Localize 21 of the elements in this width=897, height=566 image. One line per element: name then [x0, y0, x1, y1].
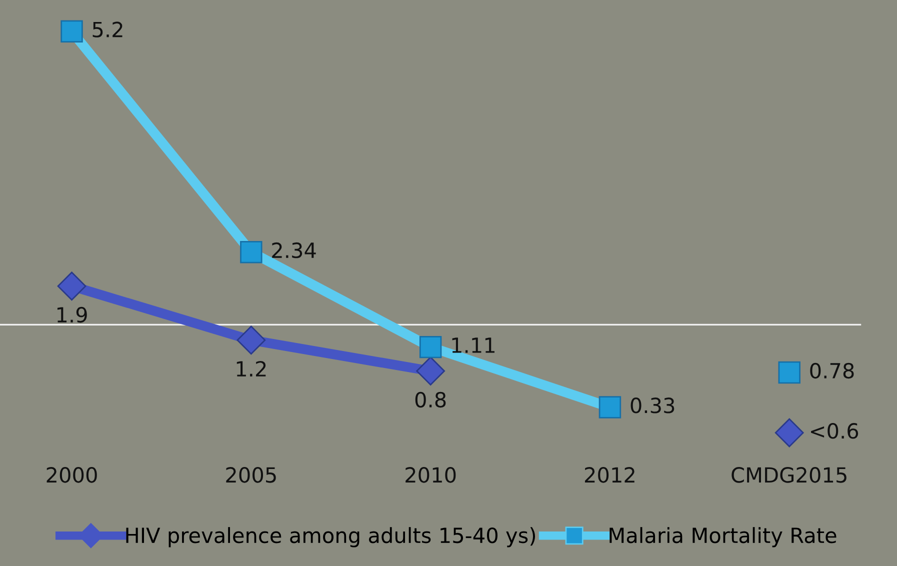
point	[236, 326, 266, 355]
data-label: 1.2	[236, 360, 266, 376]
point	[778, 361, 800, 384]
x-tick-label: 2012	[584, 467, 634, 483]
data-label: 1.11	[452, 338, 494, 353]
legend-label: HIV prevalence among adults 15-40 ys)	[126, 527, 536, 548]
data-label: 0.33	[630, 398, 674, 414]
data-label: 0.8	[415, 392, 446, 408]
data-label: 2.34	[272, 242, 316, 258]
data-label: 1.9	[57, 306, 87, 323]
data-label: 5.2	[92, 22, 122, 38]
legend-label: Malaria Mortality Rate	[610, 527, 836, 548]
x-tick-label: 2005	[226, 467, 276, 483]
x-tick-label: 2010	[406, 467, 456, 483]
point	[416, 356, 446, 386]
data-label: 0.78	[810, 362, 854, 379]
x-tick-label: CMDG2015	[732, 467, 846, 483]
point	[57, 272, 86, 301]
point	[774, 418, 804, 448]
x-tick-label: 2000	[46, 467, 97, 483]
data-label: <0.6	[811, 423, 858, 439]
